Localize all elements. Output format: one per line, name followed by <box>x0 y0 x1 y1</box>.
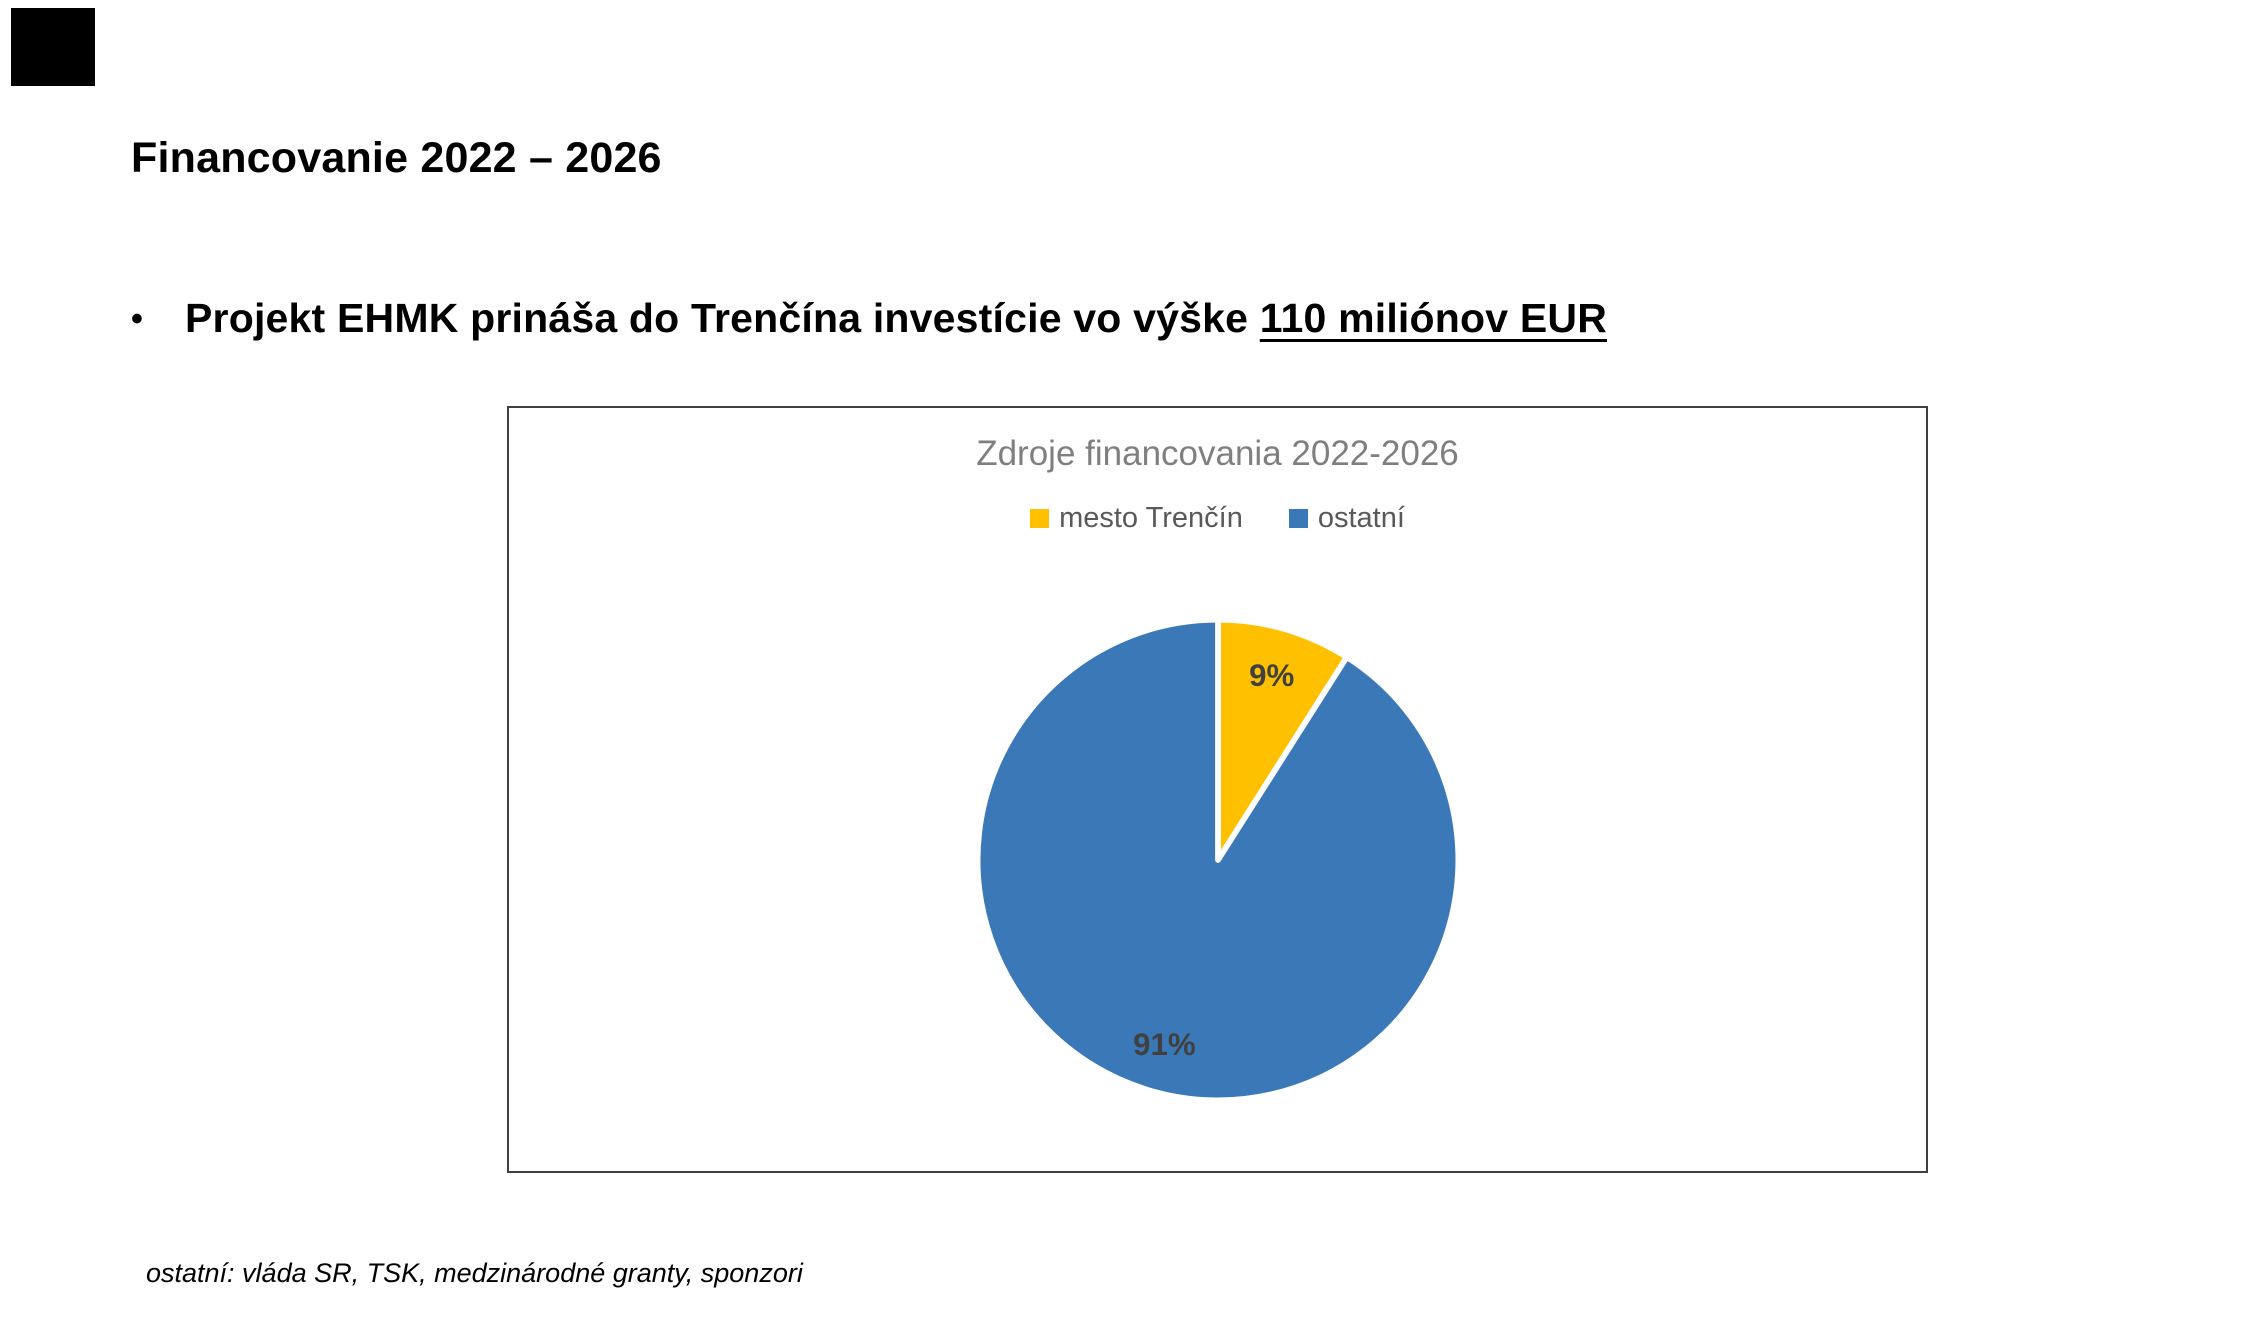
bullet-text: Projekt EHMK prináša do Trenčína investí… <box>185 295 1607 342</box>
legend-label: mesto Trenčín <box>1059 502 1243 534</box>
slide-corner-decoration <box>11 8 95 86</box>
bullet-marker: • <box>131 300 143 338</box>
legend-item-ostatní: ostatní <box>1288 502 1405 535</box>
chart-title: Zdroje financovania 2022-2026 <box>976 434 1459 473</box>
legend-swatch <box>1030 509 1050 528</box>
pie-slice-mesto-trenčín <box>1214 616 1350 863</box>
chart-legend: mesto Trenčín ostatní <box>509 502 1926 535</box>
footnote: ostatní: vláda SR, TSK, medzinárodné gra… <box>146 1258 803 1288</box>
legend-item-mesto-trenčín: mesto Trenčín <box>1030 502 1243 535</box>
bullet-text-main: Projekt EHMK prináša do Trenčína investí… <box>185 295 1260 341</box>
pie-data-label: 9% <box>1249 658 1294 693</box>
pie-data-label: 91% <box>1133 1027 1196 1062</box>
bullet-text-amount: 110 miliónov EUR <box>1259 295 1608 341</box>
pie-slice-ostatní <box>974 616 1461 1104</box>
page-title: Financovanie 2022 – 2026 <box>131 134 662 182</box>
legend-label: ostatní <box>1317 502 1405 534</box>
bullet-item: • Projekt EHMK prináša do Trenčína inves… <box>131 295 1607 342</box>
legend-swatch <box>1288 509 1308 528</box>
pie-chart: 9% 91% <box>974 616 1461 1104</box>
chart-container: Zdroje financovania 2022-2026 mesto Tren… <box>507 406 1928 1173</box>
